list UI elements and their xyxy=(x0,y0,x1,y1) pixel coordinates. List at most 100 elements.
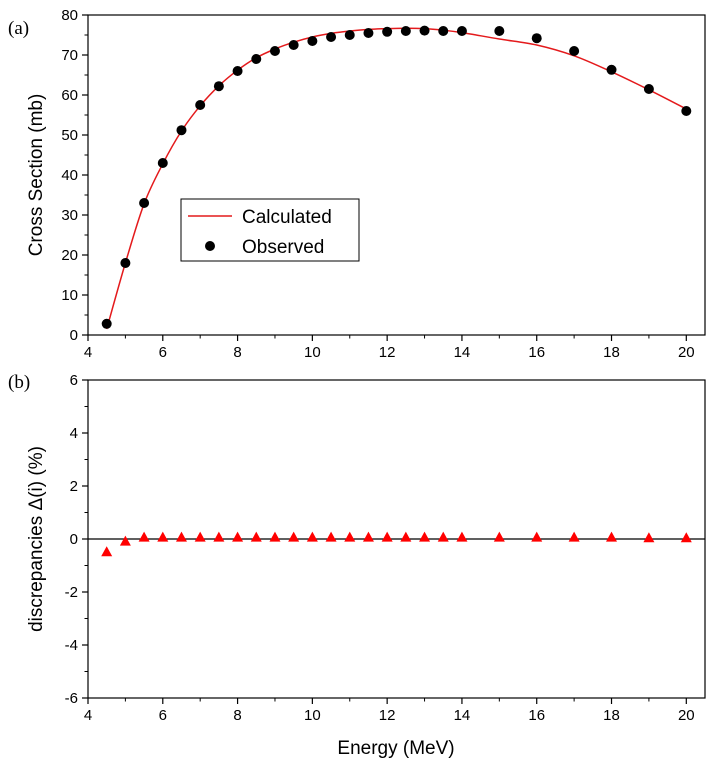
observed-point xyxy=(681,106,692,116)
panel-b-x-tick-label: 4 xyxy=(84,707,92,724)
calculated-curve xyxy=(105,27,687,330)
discrepancy-point xyxy=(250,531,262,542)
panel-a-y-tick-label: 10 xyxy=(61,287,78,304)
panel-a-x-tick-label: 10 xyxy=(304,344,321,361)
discrepancy-point xyxy=(101,546,113,557)
observed-point xyxy=(438,26,449,36)
observed-point xyxy=(344,30,355,40)
panel-a-y-tick-label: 70 xyxy=(61,47,78,64)
panel-a-x-tick-label: 12 xyxy=(379,344,396,361)
panel-b-x-tick-label: 14 xyxy=(454,707,471,724)
panel-a-ylabel: Cross Section (mb) xyxy=(26,94,47,257)
panel-a-x-tick-label: 6 xyxy=(159,344,167,361)
observed-point xyxy=(643,84,654,94)
discrepancy-point xyxy=(568,531,580,542)
observed-point xyxy=(400,26,411,36)
discrepancy-point xyxy=(381,531,393,542)
discrepancy-point xyxy=(344,531,356,542)
panel-b: (b) 4 6 8 10 12 14 16 18 20 -6 -4 -2 0 2 4 6 discrepanc… xyxy=(8,372,706,759)
observed-point xyxy=(326,32,337,42)
panel-a-label: (a) xyxy=(8,18,29,39)
observed-point xyxy=(176,125,187,136)
panel-a-x-tick-label: 8 xyxy=(233,344,241,361)
panel-b-ylabel: discrepancies Δ(i) (%) xyxy=(26,446,47,632)
legend-observed-label: Observed xyxy=(242,237,324,258)
panel-a-frame xyxy=(87,14,706,336)
discrepancy-point xyxy=(437,531,449,542)
panel-b-y-tick-label: 0 xyxy=(70,531,78,548)
panel-b-y-tick-label: 6 xyxy=(70,372,78,389)
discrepancy-point xyxy=(138,531,150,542)
discrepancy-point xyxy=(362,531,374,542)
observed-point xyxy=(251,54,262,64)
observed-point xyxy=(195,100,206,110)
panel-a-y-tick-label: 80 xyxy=(61,7,78,24)
observed-point xyxy=(307,36,318,46)
legend-observed-marker xyxy=(205,241,215,251)
observed-point xyxy=(269,46,280,56)
discrepancy-point xyxy=(531,531,543,542)
panel-b-y-tick-label: 4 xyxy=(70,425,78,442)
panel-b-x-tick-label: 8 xyxy=(233,707,241,724)
observed-point xyxy=(456,26,467,36)
discrepancy-point xyxy=(493,531,505,542)
panel-a-x-tick-label: 4 xyxy=(84,344,92,361)
observed-point xyxy=(213,81,224,92)
observed-point xyxy=(382,26,393,37)
panel-b-x-tick-label: 6 xyxy=(159,707,167,724)
discrepancy-point xyxy=(175,531,187,542)
panel-a-x-tick-label: 16 xyxy=(528,344,545,361)
panel-b-x-tick-label: 18 xyxy=(603,707,620,724)
observed-point xyxy=(363,28,374,38)
discrepancy-point xyxy=(288,531,300,542)
panel-a-ticks: 4 6 8 10 12 14 16 18 20 0 10 20 30 40 50 60 70 80 xyxy=(61,7,694,361)
panel-b-y-tick-label: -6 xyxy=(65,690,78,707)
observed-point xyxy=(531,33,542,44)
panel-a-x-tick-label: 20 xyxy=(678,344,695,361)
panel-b-y-tick-label: 2 xyxy=(70,478,78,495)
observed-point xyxy=(288,40,299,50)
discrepancy-point xyxy=(157,531,169,542)
panel-a-y-tick-label: 20 xyxy=(61,247,78,264)
discrepancy-point xyxy=(680,532,692,543)
panel-b-label: (b) xyxy=(8,372,30,393)
discrepancy-point xyxy=(606,531,618,542)
panel-b-x-tick-label: 20 xyxy=(678,707,695,724)
panel-b-x-tick-label: 12 xyxy=(379,707,396,724)
panel-a-y-tick-label: 60 xyxy=(61,87,78,104)
discrepancy-point xyxy=(325,531,337,542)
discrepancy-point xyxy=(456,531,468,542)
discrepancy-point xyxy=(194,531,206,542)
discrepancy-point xyxy=(232,531,244,542)
discrepancy-point xyxy=(269,531,281,542)
panel-a-x-tick-label: 14 xyxy=(454,344,471,361)
panel-a-y-tick-label: 0 xyxy=(70,327,78,344)
panel-a: (a) 4 6 8 10 12 14 16 18 20 0 10 20 30 40 50 60 70 80 Cro… xyxy=(8,7,706,361)
panel-b-x-tick-label: 16 xyxy=(528,707,545,724)
panel-b-xlabel: Energy (MeV) xyxy=(337,738,454,759)
panel-b-ticks: 4 6 8 10 12 14 16 18 20 -6 -4 -2 0 2 4 6 xyxy=(65,372,695,724)
discrepancy-point xyxy=(643,532,655,543)
observed-point xyxy=(232,66,243,76)
panel-b-y-tick-label: -2 xyxy=(65,584,78,601)
observed-point xyxy=(569,46,580,56)
observed-point xyxy=(606,64,617,75)
panel-a-y-tick-label: 50 xyxy=(61,127,78,144)
panel-a-x-tick-label: 18 xyxy=(603,344,620,361)
legend-calculated-label: Calculated xyxy=(242,207,332,228)
panel-b-x-tick-label: 10 xyxy=(304,707,321,724)
discrepancy-point xyxy=(306,531,318,542)
panel-a-y-tick-label: 30 xyxy=(61,207,78,224)
discrepancy-point xyxy=(400,531,412,542)
legend: Calculated Observed xyxy=(180,198,360,262)
panel-a-y-tick-label: 40 xyxy=(61,167,78,184)
observed-point xyxy=(494,26,505,36)
discrepancy-point xyxy=(419,531,431,542)
observed-point xyxy=(101,318,112,329)
calculated-line xyxy=(105,27,687,330)
observed-point xyxy=(120,258,131,268)
discrepancy-point xyxy=(119,535,131,546)
discrepancy-point xyxy=(213,531,225,542)
observed-point xyxy=(139,198,150,208)
